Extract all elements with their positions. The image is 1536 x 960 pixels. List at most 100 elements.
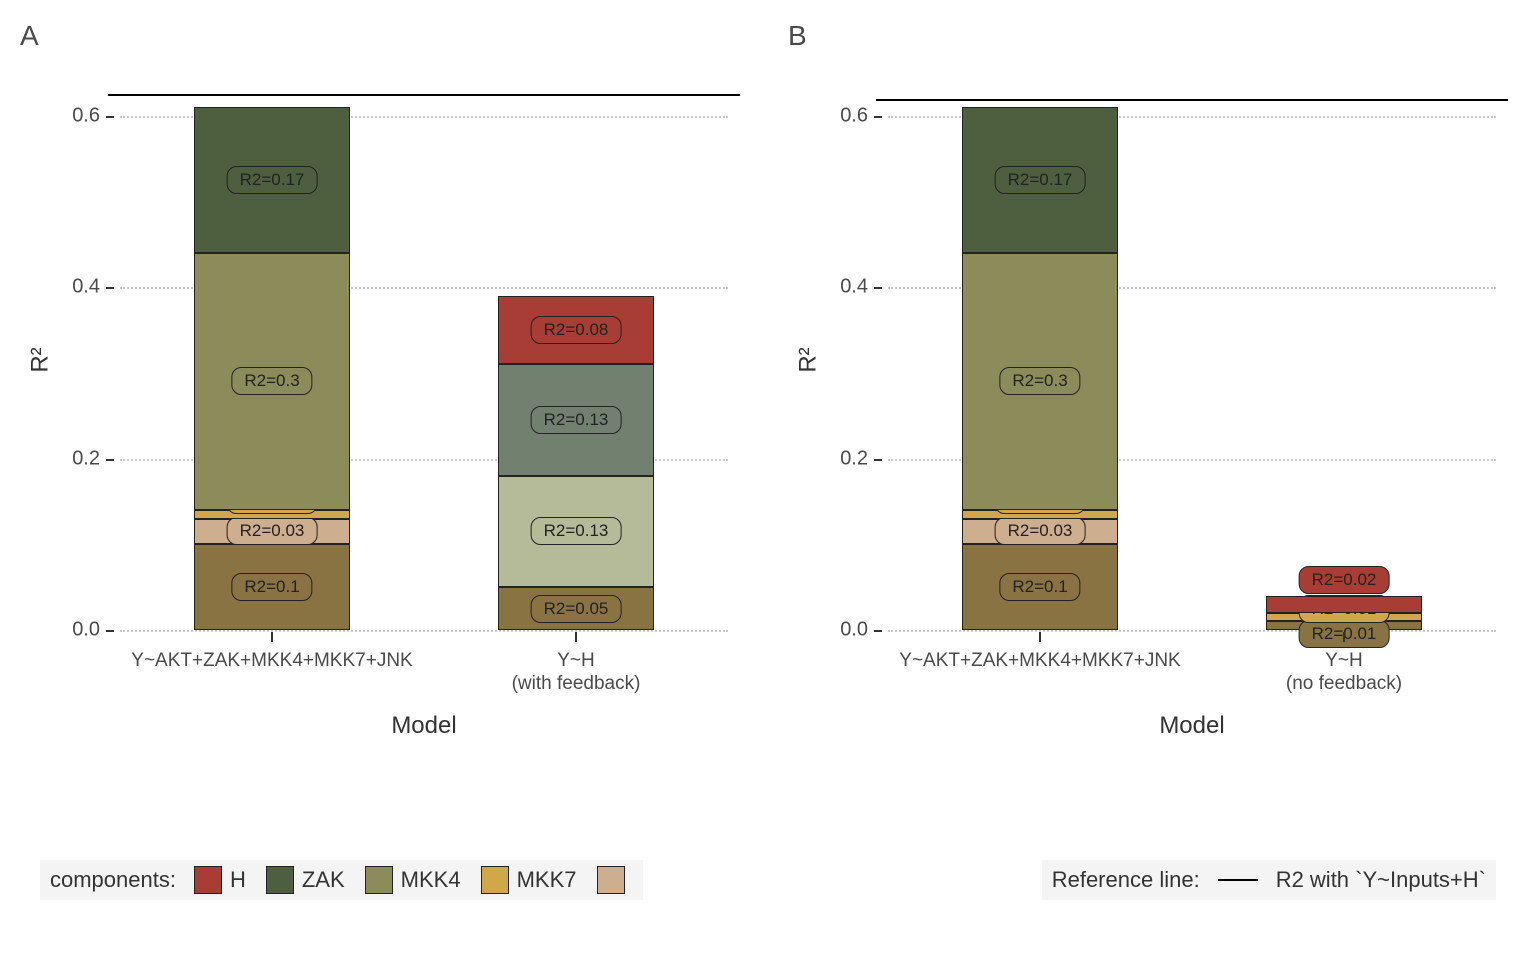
y-tick-label: 0.4	[820, 276, 868, 299]
bar-segment: R2=0.3	[962, 253, 1118, 510]
legend-item: MKK7	[481, 866, 577, 894]
y-tick	[874, 287, 882, 289]
bar-segment: R2=0.1	[194, 544, 350, 630]
bar-segment: R2=0.01	[1266, 613, 1422, 622]
segment-value-label: R2=0.3	[231, 367, 312, 395]
segment-value-label: R2=0.1	[999, 573, 1080, 601]
segment-value-label: R2=0.13	[531, 406, 622, 434]
segment-value-label: R2=0.03	[995, 517, 1086, 545]
legend-item: MKK4	[365, 866, 461, 894]
legend-components-title: components:	[50, 867, 176, 893]
x-tick-row	[888, 632, 1496, 642]
x-tick-label: Y~H(no feedback)	[1192, 650, 1496, 696]
y-axis-title: R²	[795, 347, 823, 372]
legend-swatch	[266, 866, 294, 894]
legend-reference: Reference line: R2 with `Y~Inputs+H`	[1042, 860, 1496, 900]
x-tick	[1039, 632, 1041, 642]
y-tick-label: 0.2	[820, 447, 868, 470]
panel-b: B 0.00.20.40.6R²R2=0.1R2=0.03R2=0.01R2=0…	[788, 20, 1516, 820]
bar-segment: R2=0.01	[962, 510, 1118, 519]
legend-item-label: ZAK	[302, 867, 345, 893]
bar-segment: R2=0.03	[962, 519, 1118, 545]
y-tick	[874, 630, 882, 632]
figure-row: A 0.00.20.40.6R²R2=0.1R2=0.03R2=0.01R2=0…	[20, 20, 1516, 820]
x-labels: Y~AKT+ZAK+MKK4+MKK7+JNKY~H(with feedback…	[120, 650, 728, 696]
y-tick	[106, 116, 114, 118]
panel-a-label: A	[20, 20, 39, 52]
legend-swatch	[597, 866, 625, 894]
legend-item	[597, 866, 633, 894]
panel-b-label: B	[788, 20, 807, 52]
legend-item: ZAK	[266, 866, 345, 894]
bar-segment: R2=0.13	[498, 364, 654, 475]
panel-b-plot: 0.00.20.40.6R²R2=0.1R2=0.03R2=0.01R2=0.3…	[888, 90, 1496, 630]
y-tick	[106, 287, 114, 289]
bar-column: R2=0.1 R2=0.03R2=0.01 R2=0.3 R2=0.17	[918, 107, 1161, 630]
x-labels: Y~AKT+ZAK+MKK4+MKK7+JNKY~H(no feedback)	[888, 650, 1496, 696]
bar-segment: R2=0.17	[962, 107, 1118, 253]
segment-value-label: R2=0.02	[1299, 566, 1390, 594]
legend-item-label: H	[230, 867, 246, 893]
bar-segment: R2=0.03	[194, 519, 350, 545]
y-axis-title: R²	[27, 347, 55, 372]
legend-swatch	[365, 866, 393, 894]
bar-stack: R2=0.1 R2=0.03R2=0.01 R2=0.3 R2=0.17	[194, 107, 350, 630]
legend-swatch	[194, 866, 222, 894]
bar-segment: R2=0.13	[498, 476, 654, 587]
panel-a: A 0.00.20.40.6R²R2=0.1R2=0.03R2=0.01R2=0…	[20, 20, 748, 820]
x-tick	[575, 632, 577, 642]
y-tick-label: 0.0	[820, 619, 868, 642]
legend-item: H	[194, 866, 246, 894]
bar-segment: R2=0.1	[962, 544, 1118, 630]
segment-value-label: R2=0.08	[531, 316, 622, 344]
x-tick-label: Y~AKT+ZAK+MKK4+MKK7+JNK	[888, 650, 1192, 696]
legend-reference-label: R2 with `Y~Inputs+H`	[1276, 867, 1486, 893]
x-tick-label: Y~AKT+ZAK+MKK4+MKK7+JNK	[120, 650, 424, 696]
segment-value-label: R2=0.13	[531, 517, 622, 545]
legend-row: components: H ZAK MKK4 MKK7 Reference line:…	[20, 860, 1516, 900]
legend-item-label: MKK7	[517, 867, 577, 893]
x-axis-title: Model	[888, 712, 1496, 740]
y-tick-label: 0.6	[820, 104, 868, 127]
y-tick	[874, 116, 882, 118]
bar-segment: R2=0.02	[1266, 596, 1422, 613]
bars-row: R2=0.1 R2=0.03R2=0.01 R2=0.3 R2=0.17 R2=0.05…	[120, 90, 728, 630]
y-tick-label: 0.0	[52, 619, 100, 642]
x-tick	[1343, 632, 1345, 642]
bar-segment: R2=0.17	[194, 107, 350, 253]
bar-segment: R2=0.3	[194, 253, 350, 510]
y-tick-label: 0.4	[52, 276, 100, 299]
legend-swatch	[481, 866, 509, 894]
legend-item-label: MKK4	[401, 867, 461, 893]
bar-segment: R2=0.08	[498, 296, 654, 365]
segment-value-label: R2=0.05	[531, 595, 622, 623]
y-tick	[874, 459, 882, 461]
bars-row: R2=0.1R2=0.03R2=0.01R2=0.3R2=0.17R2=0.01…	[888, 90, 1496, 630]
bar-column: R2=0.01R2=0.01R2=0.02	[1222, 596, 1465, 630]
legend-components-items: H ZAK MKK4 MKK7	[194, 866, 633, 894]
bar-stack: R2=0.05 R2=0.13 R2=0.13 R2=0.08	[498, 296, 654, 630]
segment-value-label: R2=0.3	[999, 367, 1080, 395]
x-tick	[271, 632, 273, 642]
x-axis-title: Model	[120, 712, 728, 740]
bar-segment: R2=0.01	[194, 510, 350, 519]
segment-value-label: R2=0.17	[227, 166, 318, 194]
bar-column: R2=0.05 R2=0.13 R2=0.13 R2=0.08	[454, 296, 697, 630]
segment-value-label: R2=0.17	[995, 166, 1086, 194]
panel-a-plot: 0.00.20.40.6R²R2=0.1R2=0.03R2=0.01R2=0.3…	[120, 90, 728, 630]
legend-components: components: H ZAK MKK4 MKK7	[40, 860, 643, 900]
y-tick	[106, 630, 114, 632]
bar-segment: R2=0.05	[498, 587, 654, 630]
y-tick-label: 0.2	[52, 447, 100, 470]
legend-reference-title: Reference line:	[1052, 867, 1200, 893]
reference-line-swatch	[1218, 879, 1258, 881]
y-tick-label: 0.6	[52, 104, 100, 127]
segment-value-label: R2=0.1	[231, 573, 312, 601]
bar-stack: R2=0.1 R2=0.03R2=0.01 R2=0.3 R2=0.17	[962, 107, 1118, 630]
bar-column: R2=0.1 R2=0.03R2=0.01 R2=0.3 R2=0.17	[150, 107, 393, 630]
segment-value-label: R2=0.03	[227, 517, 318, 545]
bar-stack: R2=0.01R2=0.01R2=0.02	[1266, 596, 1422, 630]
y-tick	[106, 459, 114, 461]
x-tick-label: Y~H(with feedback)	[424, 650, 728, 696]
x-tick-row	[120, 632, 728, 642]
